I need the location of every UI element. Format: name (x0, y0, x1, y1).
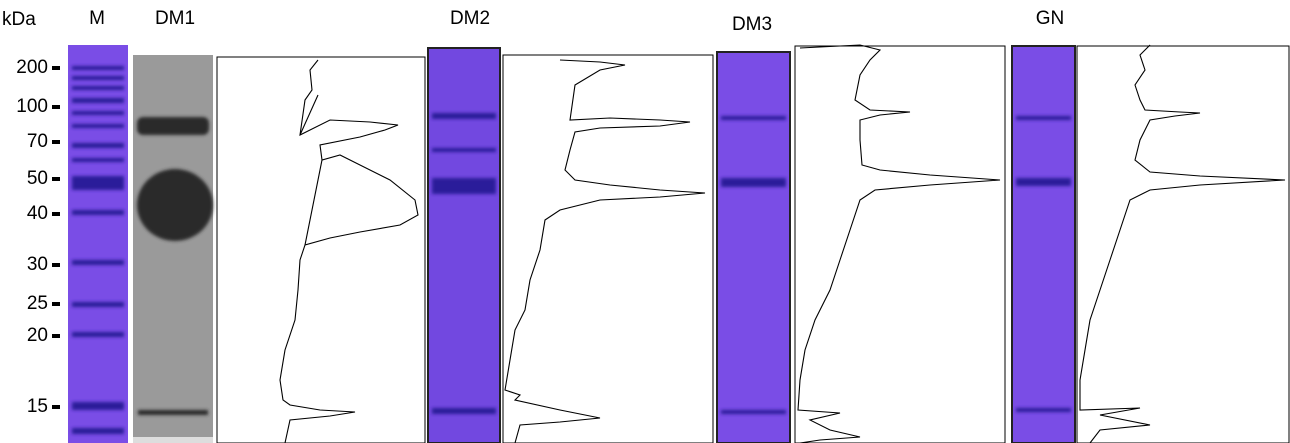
lane-label: M (89, 8, 105, 29)
marker-label: 20 (27, 325, 48, 346)
trace-frame (795, 46, 1005, 443)
marker-label: 70 (27, 131, 48, 152)
trace-frame (1077, 46, 1289, 443)
marker-lane (68, 45, 128, 443)
marker-label: 25 (27, 293, 48, 314)
lane-label: GN (1036, 8, 1065, 29)
gel-lane (717, 52, 790, 443)
marker-labels: 200 100 70 50 40 30 25 20 15 (16, 57, 60, 417)
gel-lane (133, 55, 213, 443)
trace-frame (217, 57, 425, 443)
marker-label: 200 (16, 57, 48, 78)
marker-label: 15 (27, 396, 48, 417)
lane-label: DM2 (450, 8, 490, 29)
marker-label: 30 (27, 254, 48, 275)
gel-lane (1012, 46, 1075, 443)
trace-frame (503, 55, 713, 443)
lane-label: DM3 (732, 14, 772, 35)
marker-label: 40 (27, 203, 48, 224)
marker-label: 100 (16, 96, 48, 117)
marker-label: 50 (27, 168, 48, 189)
gel-lane (428, 48, 500, 443)
unit-label: kDa (2, 9, 36, 30)
lane-label: DM1 (155, 8, 195, 29)
gel-figure: kDa M DM1 DM2 DM3 GN 200 100 70 50 40 30… (0, 0, 1290, 443)
